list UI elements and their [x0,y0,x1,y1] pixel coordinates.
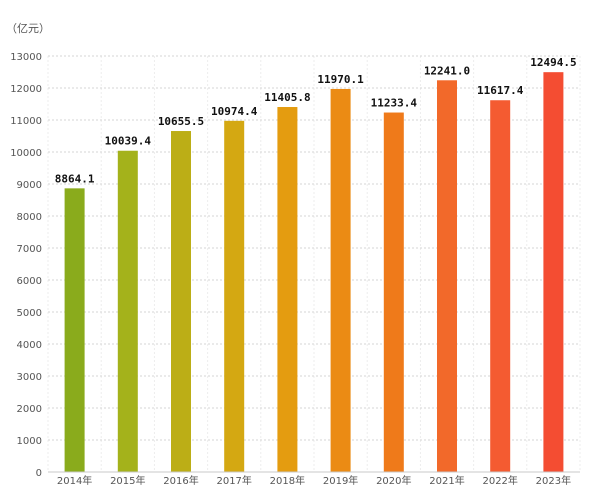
data-label: 11617.4 [477,84,524,97]
data-label: 12241.0 [424,64,470,77]
y-tick-label: 5000 [17,308,42,319]
y-tick-label: 11000 [10,116,42,127]
x-tick-label: 2020年 [376,474,411,487]
bar [171,131,191,473]
y-axis-unit-label: （亿元） [6,22,50,35]
x-tick-label: 2015年 [110,474,145,487]
x-tick-label: 2022年 [482,474,517,487]
y-tick-label: 9000 [17,180,42,191]
x-tick-label: 2016年 [163,474,198,487]
data-label: 10974.4 [211,105,258,118]
x-tick-label: 2018年 [270,474,305,487]
y-tick-label: 3000 [17,372,42,383]
bar [224,120,245,472]
data-labels: 8864.1 10039.4 10655.5 10974.4 11405.8 11970.… [55,56,577,185]
x-tick-label: 2017年 [216,474,251,487]
data-label: 11405.8 [264,91,310,104]
data-label: 11970.1 [317,73,364,86]
x-tick-label: 2014年 [57,474,92,487]
bar [383,112,404,473]
x-tick-label: 2023年 [536,474,571,487]
data-label: 8864.1 [55,172,95,185]
y-tick-label: 13000 [10,52,42,63]
y-axis-ticks: 0 1000 2000 3000 4000 5000 6000 7000 8000 9000 100… [10,52,42,479]
bar [437,80,457,473]
y-tick-label: 6000 [17,276,42,287]
x-tick-label: 2021年 [429,474,464,487]
y-tick-label: 12000 [10,84,42,95]
y-tick-label: 0 [36,468,42,479]
data-label: 10039.4 [105,135,152,148]
y-tick-label: 8000 [17,212,42,223]
bars [64,72,564,473]
y-tick-label: 1000 [17,436,42,447]
bar [330,88,351,473]
y-tick-label: 2000 [17,404,42,415]
bar [490,100,511,473]
bar [277,107,298,472]
bar [64,188,85,472]
x-axis-ticks: 2014年 2015年 2016年 2017年 2018年 2019年 2020年 2021年… [57,474,571,487]
y-tick-label: 7000 [17,244,42,255]
bar [117,150,138,472]
y-tick-label: 4000 [17,340,42,351]
x-tick-label: 2019年 [323,474,358,487]
data-label: 12494.5 [530,56,576,69]
data-label: 11233.4 [371,97,418,110]
y-tick-label: 10000 [10,148,42,159]
bar [543,72,564,473]
data-label: 10655.5 [158,115,204,128]
